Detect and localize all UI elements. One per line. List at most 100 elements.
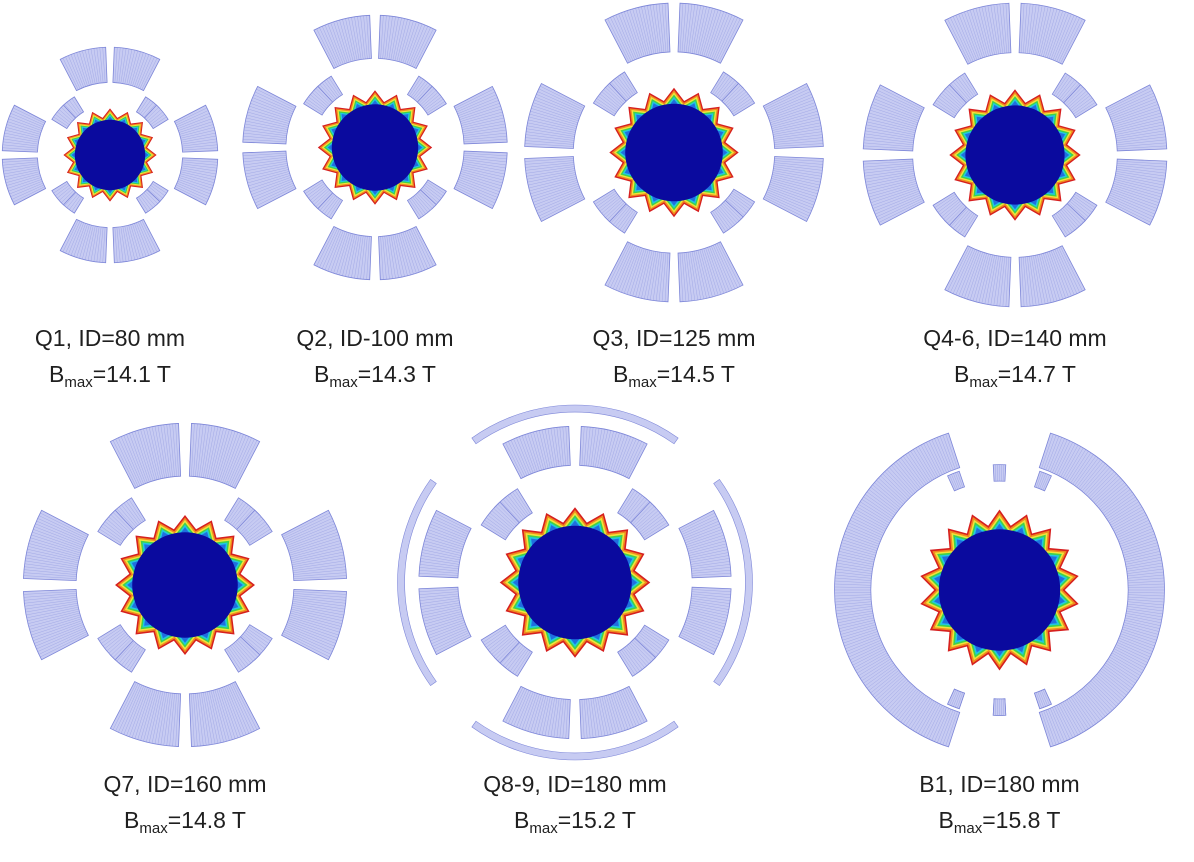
coil-block xyxy=(1018,245,1086,308)
caption-q4-6-title: Q4-6, ID=140 mm xyxy=(923,325,1107,351)
coil-block xyxy=(944,245,1012,308)
coil-block xyxy=(524,82,586,149)
coil-block xyxy=(453,150,508,210)
magnet-figure-q7 xyxy=(15,420,355,750)
coil-block xyxy=(173,157,219,206)
caption-q2-title: Q2, ID-100 mm xyxy=(296,325,454,351)
coil-block xyxy=(480,501,520,541)
coil-block xyxy=(677,241,744,303)
field-map-bore xyxy=(317,90,433,205)
coil-block xyxy=(1,104,47,153)
magnet-figure-b1 xyxy=(812,425,1187,755)
coil-block xyxy=(947,688,966,710)
coil-block xyxy=(762,82,824,149)
magnet-figure-q2 xyxy=(240,10,510,285)
coil-block xyxy=(1,157,47,206)
outer-shell-segment xyxy=(471,720,679,761)
coil-block xyxy=(23,509,89,582)
magnet-cross-section-b1 xyxy=(834,432,1165,748)
coil-block xyxy=(406,189,437,220)
coil-block xyxy=(453,85,508,145)
caption-q8-9-title: Q8-9, ID=180 mm xyxy=(483,771,667,797)
caption-q7-bmax: Bmax=14.8 T xyxy=(124,807,246,837)
coil-block xyxy=(944,2,1012,65)
field-map-bore xyxy=(949,89,1081,221)
coil-block xyxy=(721,82,756,117)
magnet-cross-section-q3 xyxy=(524,2,824,303)
magnet-figure-q8-9 xyxy=(395,404,755,761)
coil-block xyxy=(862,84,925,152)
coil-block xyxy=(617,637,657,677)
coil-block xyxy=(418,509,472,579)
coil-block xyxy=(303,179,334,210)
coil-block xyxy=(188,681,261,747)
coil-block xyxy=(97,509,134,546)
coil-block xyxy=(1033,688,1052,710)
coil-block xyxy=(59,218,108,264)
field-map-bore xyxy=(115,515,255,655)
caption-q1-bmax: Bmax=14.1 T xyxy=(49,361,171,391)
magnet-cross-section-q7 xyxy=(23,423,347,747)
coil-block xyxy=(242,150,297,210)
coil-block xyxy=(112,218,161,264)
coil-block xyxy=(109,423,182,489)
coil-block xyxy=(109,681,182,747)
coil-block xyxy=(51,104,77,130)
outer-shell-segment xyxy=(397,478,437,687)
coil-block xyxy=(303,85,334,116)
coil-block xyxy=(281,509,347,582)
coil-block xyxy=(1033,470,1052,492)
coil-block xyxy=(143,104,169,130)
coil-block xyxy=(834,432,961,748)
caption-b1: B1, ID=180 mm Bmax=15.8 T xyxy=(812,766,1187,838)
magnet-figure-q4-6 xyxy=(850,0,1180,310)
coil-block xyxy=(592,188,627,223)
field-map-bore xyxy=(499,507,651,658)
caption-q3-bmax: Bmax=14.5 T xyxy=(613,361,735,391)
coil-block xyxy=(480,624,520,664)
caption-q7-title: Q7, ID=160 mm xyxy=(103,771,267,797)
coil-block xyxy=(947,470,966,492)
coil-block xyxy=(524,156,586,223)
coil-block xyxy=(51,180,77,206)
magnet-figure-q3 xyxy=(518,0,830,305)
caption-b1-bmax: Bmax=15.8 T xyxy=(938,807,1061,837)
coil-block xyxy=(579,426,648,480)
caption-q3: Q3, ID=125 mm Bmax=14.5 T xyxy=(518,320,830,392)
caption-q3-title: Q3, ID=125 mm xyxy=(592,325,756,351)
coil-block xyxy=(242,85,297,145)
coil-block xyxy=(236,509,273,546)
coil-block xyxy=(1105,158,1168,226)
caption-q1: Q1, ID=80 mm Bmax=14.1 T xyxy=(0,320,220,392)
coil-block xyxy=(604,2,671,64)
coil-block xyxy=(281,588,347,661)
coil-block xyxy=(592,82,627,117)
magnet-cross-section-q1 xyxy=(1,46,219,264)
field-map-bore xyxy=(63,108,157,202)
coil-block xyxy=(188,423,261,489)
field-map-bore xyxy=(920,509,1079,671)
magnet-cross-section-q4-6 xyxy=(862,2,1168,308)
coil-block xyxy=(1051,203,1086,238)
coil-block xyxy=(932,84,967,119)
coil-block xyxy=(992,698,1007,716)
coil-block xyxy=(579,685,648,739)
coil-block xyxy=(502,685,571,739)
coil-block xyxy=(418,586,472,656)
caption-b1-title: B1, ID=180 mm xyxy=(919,771,1080,797)
coil-block xyxy=(1105,84,1168,152)
coil-block xyxy=(135,188,161,214)
caption-q8-9-bmax: Bmax=15.2 T xyxy=(514,807,636,837)
outer-shell-segment xyxy=(471,404,679,445)
coil-block xyxy=(604,241,671,303)
coil-block xyxy=(416,85,447,116)
coil-block xyxy=(313,225,372,281)
coil-block xyxy=(762,156,824,223)
coil-block xyxy=(59,46,108,92)
coil-block xyxy=(224,636,261,673)
magnet-cross-section-q2 xyxy=(242,14,508,281)
magnet-cross-section-q8-9 xyxy=(397,404,753,761)
coil-block xyxy=(710,199,744,234)
field-map-bore xyxy=(609,87,739,218)
caption-q8-9: Q8-9, ID=180 mm Bmax=15.2 T xyxy=(395,766,755,838)
